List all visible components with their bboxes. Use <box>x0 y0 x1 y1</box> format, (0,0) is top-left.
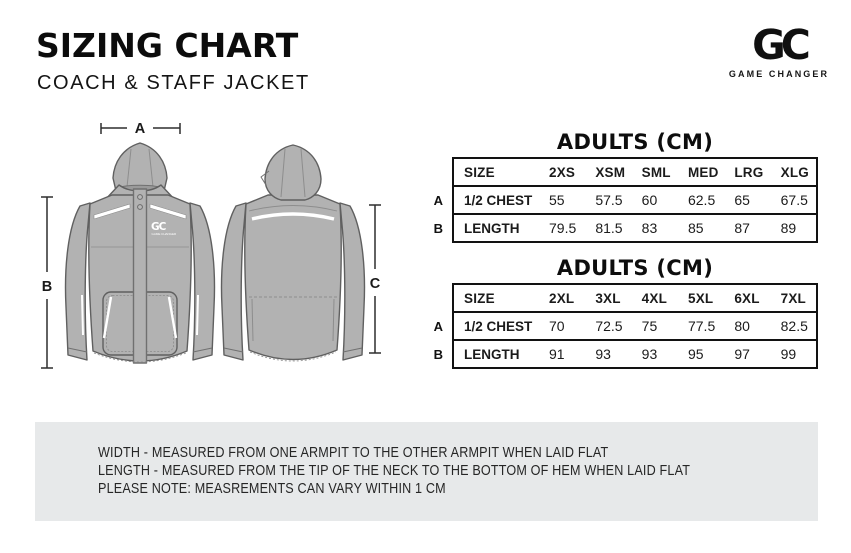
back-left-sleeve <box>220 202 247 361</box>
adults-size-table-2: ADULTS (CM) A B SIZE 2XL 3XL 4XL 5XL 6XL… <box>426 255 820 369</box>
jacket-chest-logo-sub: GAME CHANGER <box>152 232 178 236</box>
cell-value: 89 <box>780 220 797 236</box>
table-title: ADULTS (CM) <box>556 256 714 280</box>
table-row-chest: 1/2 CHEST 70 72.5 75 77.5 80 82.5 <box>453 312 817 341</box>
table-row-chest: 1/2 CHEST 55 57.5 60 62.5 65 67.5 <box>453 186 817 215</box>
measurement-b-label: B <box>42 279 52 295</box>
front-hood <box>112 142 168 192</box>
cell-value: 75 <box>631 312 678 341</box>
table-title: ADULTS (CM) <box>556 130 714 154</box>
col-header: 7XL <box>770 284 817 313</box>
row-ref-b: B <box>433 347 443 362</box>
col-header: LRG <box>724 158 771 187</box>
size-table: SIZE 2XL 3XL 4XL 5XL 6XL 7XL 1/2 CHEST 7… <box>452 283 818 369</box>
measurement-c-line <box>369 204 381 354</box>
page-title: SIZING CHART <box>36 26 299 65</box>
back-jacket-illustration <box>220 144 366 362</box>
measurement-c-label: C <box>370 276 381 292</box>
front-left-sleeve <box>64 202 91 361</box>
col-header: 2XS <box>539 158 586 187</box>
front-right-reflective-stripe <box>149 203 187 220</box>
brand-logo: GC GAME CHANGER <box>721 21 837 80</box>
col-header: 5XL <box>677 284 725 313</box>
row-ref-a: A <box>433 193 443 208</box>
cell-value: 85 <box>687 220 704 236</box>
cell-value: 95 <box>687 346 704 362</box>
cell-value: 87 <box>734 220 750 236</box>
col-header: 3XL <box>585 284 632 313</box>
cell-value: 99 <box>780 346 797 362</box>
measurement-notes-panel: WIDTH - MEASURED FROM ONE ARMPIT TO THE … <box>35 422 818 521</box>
cell-value: 77.5 <box>677 312 725 341</box>
row-ref-a: A <box>433 319 443 334</box>
col-header: SIZE <box>453 284 539 313</box>
back-torso <box>244 194 342 361</box>
cell-value: 93 <box>595 346 611 362</box>
jacket-diagram: GC GAME CHANGER <box>41 121 381 369</box>
cell-value: 91 <box>549 346 565 362</box>
cell-value: 65 <box>724 186 771 215</box>
note-width: WIDTH - MEASURED FROM ONE ARMPIT TO THE … <box>98 444 609 461</box>
table-header-row: SIZE 2XS XSM SML MED LRG XLG <box>453 158 817 187</box>
gc-logo-icon: GC <box>752 21 811 69</box>
back-hood <box>264 144 322 201</box>
col-header: 2XL <box>539 284 586 313</box>
table-row-length: LENGTH 79.5 81.5 83 85 87 89 <box>453 214 817 242</box>
cell-value: 70 <box>539 312 586 341</box>
col-header: XLG <box>770 158 817 187</box>
cell-value: 81.5 <box>595 220 623 236</box>
sleeve-left-reflective <box>81 294 84 336</box>
cell-value: 82.5 <box>770 312 817 341</box>
back-right-sleeve <box>339 202 366 361</box>
col-header: SIZE <box>453 158 539 187</box>
table-header-row: SIZE 2XL 3XL 4XL 5XL 6XL 7XL <box>453 284 817 313</box>
cell-value: 67.5 <box>770 186 817 215</box>
cell-value: 79.5 <box>549 220 577 236</box>
brand-name: GAME CHANGER <box>728 69 830 80</box>
sleeve-right-reflective <box>196 294 199 336</box>
collar-button <box>137 194 143 200</box>
page-subtitle: COACH & STAFF JACKET <box>37 72 310 94</box>
col-header: XSM <box>585 158 632 187</box>
pocket-left-reflective <box>102 296 113 339</box>
jacket-chest-logo: GC <box>151 221 167 233</box>
cell-value: 83 <box>641 220 658 236</box>
adults-size-table-1: ADULTS (CM) A B SIZE 2XS XSM SML MED LRG… <box>426 129 820 243</box>
front-right-sleeve <box>189 202 216 361</box>
front-left-reflective-stripe <box>93 203 131 220</box>
note-length: LENGTH - MEASURED FROM THE TIP OF THE NE… <box>98 462 691 479</box>
row-label: LENGTH <box>464 220 520 236</box>
front-placket <box>132 188 148 364</box>
front-jacket-illustration: GC GAME CHANGER <box>64 142 216 364</box>
row-label: 1/2 CHEST <box>453 312 539 341</box>
collar-button <box>137 204 143 210</box>
table-row-length: LENGTH 91 93 93 95 97 99 <box>453 340 817 368</box>
cell-value: 62.5 <box>677 186 725 215</box>
pocket-right-reflective <box>167 296 178 339</box>
measurement-a-line <box>100 123 181 134</box>
cell-value: 80 <box>724 312 771 341</box>
cell-value: 57.5 <box>585 186 632 215</box>
row-label: 1/2 CHEST <box>453 186 539 215</box>
cell-value: 93 <box>641 346 658 362</box>
col-header: SML <box>631 158 678 187</box>
cell-value: 72.5 <box>585 312 632 341</box>
col-header: 4XL <box>631 284 678 313</box>
cell-value: 55 <box>539 186 586 215</box>
size-table: SIZE 2XS XSM SML MED LRG XLG 1/2 CHEST 5… <box>452 157 818 243</box>
row-label: LENGTH <box>464 346 520 362</box>
measurement-marks <box>41 123 381 369</box>
col-header: 6XL <box>724 284 771 313</box>
measurement-b-line <box>41 196 53 369</box>
note-tolerance: PLEASE NOTE: MEASREMENTS CAN VARY WITHIN… <box>98 480 446 497</box>
row-reference-gutter: A B <box>426 283 452 369</box>
row-reference-gutter: A B <box>426 157 452 243</box>
measurement-a-label: A <box>135 121 146 137</box>
row-ref-b: B <box>433 221 443 236</box>
back-reflective-stripe <box>251 212 335 221</box>
cell-value: 97 <box>734 346 750 362</box>
cell-value: 60 <box>631 186 678 215</box>
col-header: MED <box>677 158 725 187</box>
